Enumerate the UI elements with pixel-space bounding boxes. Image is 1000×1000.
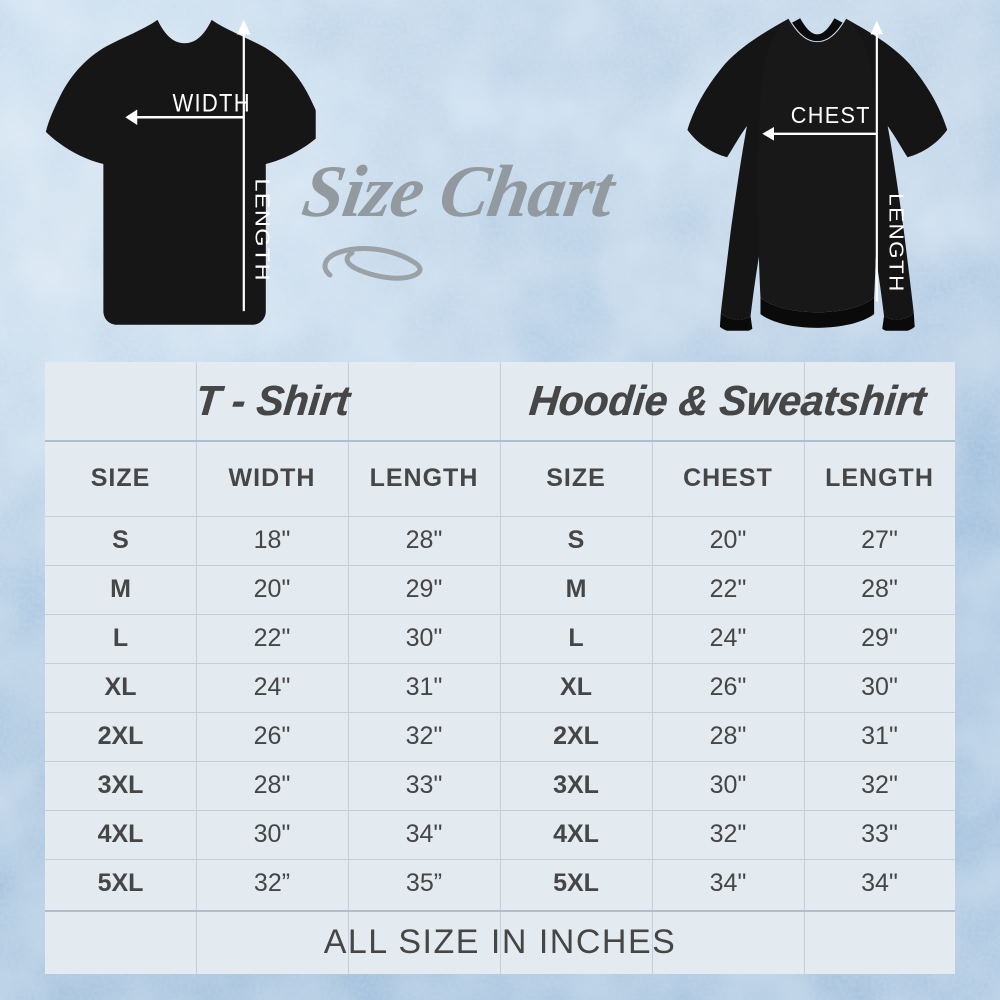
svg-text:LENGTH: LENGTH — [251, 178, 274, 282]
svg-text:CHEST: CHEST — [791, 102, 871, 128]
svg-text:WIDTH: WIDTH — [172, 90, 250, 118]
svg-text:LENGTH: LENGTH — [885, 193, 909, 293]
